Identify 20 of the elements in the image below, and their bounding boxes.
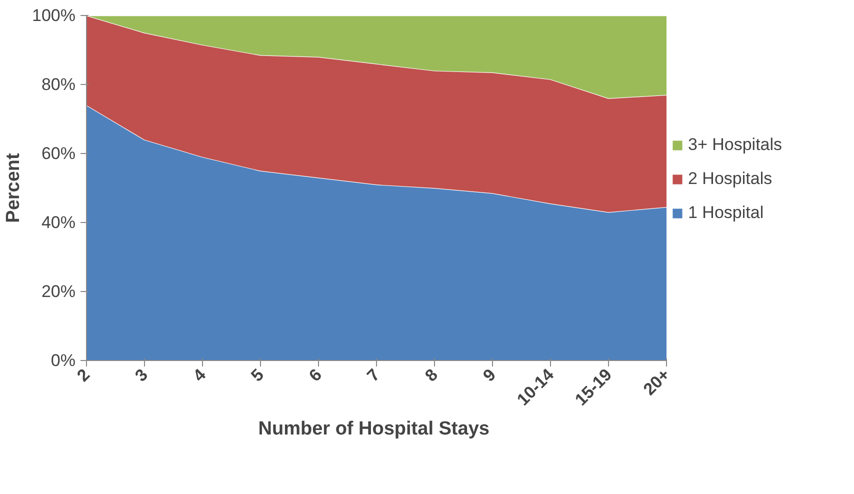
x-tick-label: 3 xyxy=(131,365,152,386)
y-axis-title: Percent xyxy=(3,152,24,223)
y-tick-label: 100% xyxy=(32,6,76,25)
x-tick-label: 2 xyxy=(73,365,94,386)
y-tick-label: 40% xyxy=(41,213,76,232)
legend-label: 1 Hospital xyxy=(688,203,764,223)
x-tick-label: 4 xyxy=(189,364,210,386)
y-tick-label: 80% xyxy=(41,75,76,94)
y-tick-label: 20% xyxy=(41,282,76,301)
x-tick-label: 9 xyxy=(479,365,500,386)
x-axis-title: Number of Hospital Stays xyxy=(258,418,490,440)
x-tick-label: 5 xyxy=(247,365,268,386)
x-tick-label: 8 xyxy=(421,365,442,386)
y-tick-label: 0% xyxy=(50,351,76,370)
x-tick-label: 20+ xyxy=(640,365,674,399)
legend-label: 2 Hospitals xyxy=(688,169,772,189)
x-tick-label: 7 xyxy=(363,365,384,386)
legend-label: 3+ Hospitals xyxy=(688,135,782,155)
x-tick-label: 6 xyxy=(305,365,326,386)
y-tick-label: 60% xyxy=(41,144,76,163)
